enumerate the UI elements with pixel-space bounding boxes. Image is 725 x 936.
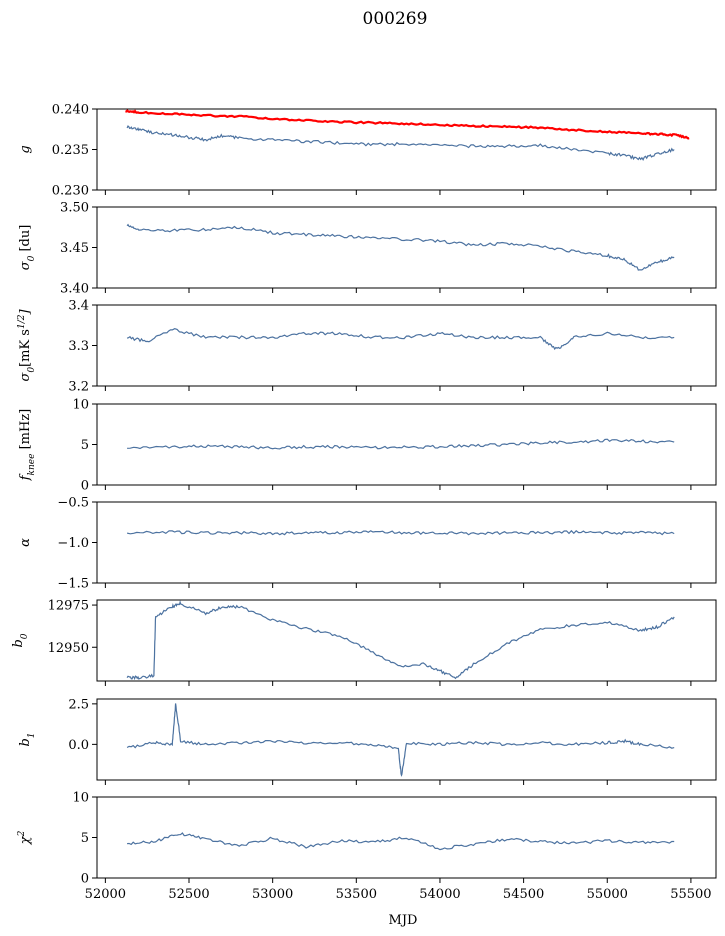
series-line-1 <box>126 529 675 536</box>
panel-6: 12950 12975 b0 <box>11 599 717 686</box>
series-line-1 <box>127 438 675 450</box>
y-tick-label: 10 <box>72 398 89 413</box>
x-tick-label: 54500 <box>503 887 544 902</box>
x-tick-label: 52000 <box>85 887 126 902</box>
panel-2: 3.40 3.45 3.50 σ0 [du] <box>18 201 717 297</box>
y-tick-label: −1.5 <box>57 577 89 592</box>
panel-1: 0.230 0.235 0.240 g <box>18 103 717 199</box>
x-tick-label: 53500 <box>336 887 377 902</box>
panel-5: −1.5 −1.0 −0.5 α <box>18 496 717 592</box>
x-tick-label: 53000 <box>252 887 293 902</box>
figure-title: 000269 <box>363 9 428 29</box>
y-tick-label: 3.2 <box>68 380 89 395</box>
y-axis-label: b0 <box>11 633 30 647</box>
axes-frame <box>96 599 717 682</box>
y-tick-label: 3.4 <box>68 299 89 314</box>
y-axis-label: σ0[mK s1/2] <box>17 309 37 382</box>
y-tick-label: 0 <box>81 479 89 494</box>
y-tick-label: 0.230 <box>52 184 89 199</box>
axes-frame <box>96 206 717 289</box>
y-tick-label: 0.0 <box>68 738 89 753</box>
y-axis-label: fknee [mHz] <box>18 409 37 482</box>
y-tick-label: 3.45 <box>60 241 89 256</box>
y-axis-label: σ0 [du] <box>18 225 37 271</box>
x-tick-label: 52500 <box>168 887 209 902</box>
y-tick-label: 3.50 <box>60 201 89 216</box>
panel-4: 0 5 10 fknee [mHz] <box>18 398 717 494</box>
series-line-1 <box>127 832 675 851</box>
y-tick-label: 10 <box>72 791 89 806</box>
series-line-1 <box>126 328 675 351</box>
panel-7: 0.0 2.5 b1 <box>18 697 717 785</box>
series-line-1 <box>126 125 675 161</box>
y-tick-label: 0.235 <box>52 143 89 158</box>
y-tick-label: 12975 <box>48 599 89 614</box>
y-axis-label: α <box>18 538 33 547</box>
y-axis-label: χ2 <box>17 830 33 845</box>
y-tick-label: 0.240 <box>52 103 89 118</box>
axes-frame <box>96 698 717 781</box>
series-line-1 <box>126 223 675 271</box>
x-axis-label: MJD <box>389 913 418 928</box>
x-tick-label: 55000 <box>587 887 628 902</box>
axes-frame <box>96 501 717 584</box>
y-axis-label: g <box>18 145 33 153</box>
y-tick-label: 12950 <box>48 641 89 656</box>
y-tick-label: 5 <box>81 831 89 846</box>
axes-frame <box>96 108 717 191</box>
axes-frame <box>96 403 717 486</box>
y-tick-label: 0 <box>81 872 89 887</box>
axes-frame <box>96 304 717 387</box>
x-tick-label: 55500 <box>670 887 711 902</box>
y-tick-label: 3.3 <box>68 339 89 354</box>
y-tick-label: −1.0 <box>57 536 89 551</box>
series-line-2 <box>125 109 690 140</box>
series-line-1 <box>126 703 675 777</box>
axes-frame <box>96 796 717 879</box>
series-line-1 <box>126 599 675 681</box>
x-tick-label: 54000 <box>419 887 460 902</box>
panel-3: 3.2 3.3 3.4 σ0[mK s1/2] <box>17 299 717 395</box>
panel-8: 0 5 10 52000 52500 53000 53500 54000 54500 55000 5… <box>17 791 717 902</box>
y-tick-label: 3.40 <box>60 282 89 297</box>
y-tick-label: 5 <box>81 438 89 453</box>
y-tick-label: −0.5 <box>57 496 89 511</box>
y-tick-label: 2.5 <box>68 697 89 712</box>
y-axis-label: b1 <box>18 732 37 746</box>
